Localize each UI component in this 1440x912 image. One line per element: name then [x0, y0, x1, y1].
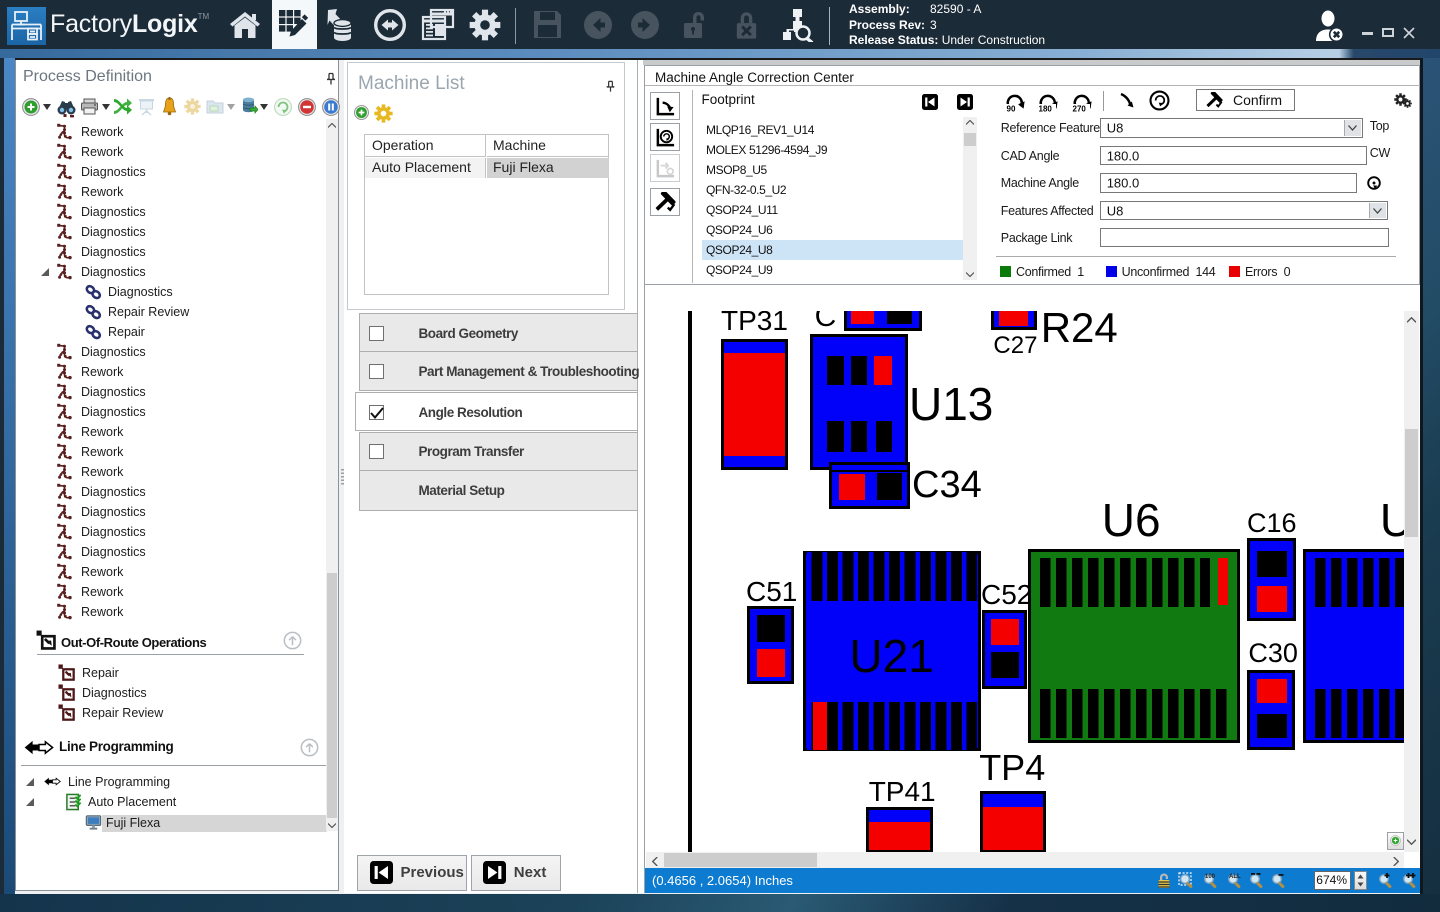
svg-text:270: 270	[1073, 104, 1087, 112]
svg-text:100: 100	[1205, 874, 1216, 880]
svg-text:ALL: ALL	[1229, 874, 1241, 880]
svg-text:180: 180	[1039, 104, 1053, 112]
svg-text:90: 90	[1007, 104, 1016, 112]
